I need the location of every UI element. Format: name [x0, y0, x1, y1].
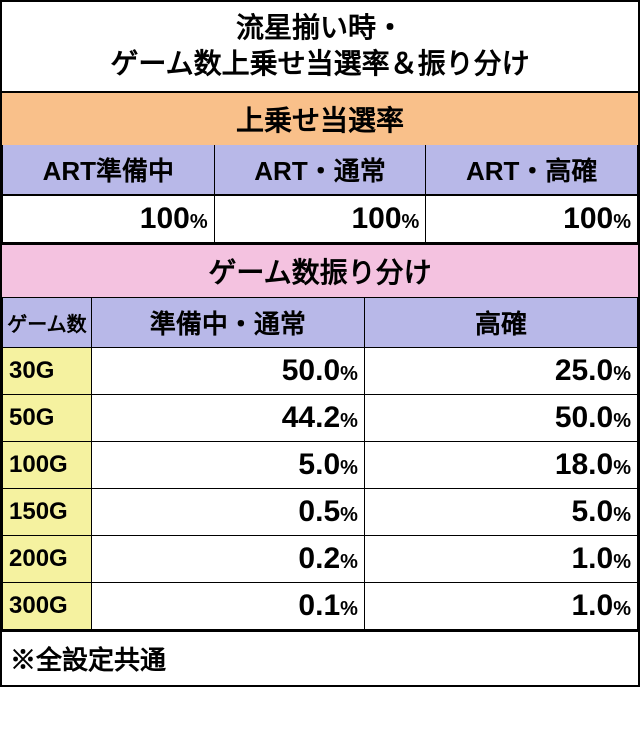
value-cell: 0.1%	[91, 582, 364, 629]
value-cell: 18.0%	[364, 441, 637, 488]
value-cell: 1.0%	[364, 582, 637, 629]
column-header: ART準備中	[3, 145, 215, 195]
value-cell: 25.0%	[364, 347, 637, 394]
tosen-rate-table: ART準備中 ART・通常 ART・高確 100% 100% 100%	[2, 145, 638, 243]
value-cell: 0.2%	[91, 535, 364, 582]
corner-header: ゲーム数	[3, 297, 92, 347]
column-header: 準備中・通常	[91, 297, 364, 347]
row-label: 150G	[3, 488, 92, 535]
distribution-table: ゲーム数 準備中・通常 高確 30G 50.0% 25.0% 50G 44.2%…	[2, 297, 638, 630]
table-row: ゲーム数 準備中・通常 高確	[3, 297, 638, 347]
main-title: 流星揃い時・ ゲーム数上乗せ当選率＆振り分け	[2, 2, 638, 91]
table-row: 30G 50.0% 25.0%	[3, 347, 638, 394]
table-row: 100G 5.0% 18.0%	[3, 441, 638, 488]
value-cell: 100%	[214, 195, 426, 243]
value-cell: 0.5%	[91, 488, 364, 535]
section1-header: 上乗せ当選率	[2, 91, 638, 145]
value-cell: 100%	[3, 195, 215, 243]
value-cell: 100%	[426, 195, 638, 243]
value-cell: 44.2%	[91, 394, 364, 441]
row-label: 200G	[3, 535, 92, 582]
table-row: 100% 100% 100%	[3, 195, 638, 243]
table-container: 流星揃い時・ ゲーム数上乗せ当選率＆振り分け 上乗せ当選率 ART準備中 ART…	[0, 0, 640, 687]
title-line-2: ゲーム数上乗せ当選率＆振り分け	[110, 48, 529, 79]
value-cell: 50.0%	[364, 394, 637, 441]
table-row: ART準備中 ART・通常 ART・高確	[3, 145, 638, 195]
footnote: ※全設定共通	[2, 630, 638, 685]
value-cell: 5.0%	[91, 441, 364, 488]
column-header: 高確	[364, 297, 637, 347]
table-row: 300G 0.1% 1.0%	[3, 582, 638, 629]
column-header: ART・通常	[214, 145, 426, 195]
row-label: 100G	[3, 441, 92, 488]
row-label: 50G	[3, 394, 92, 441]
title-line-1: 流星揃い時・	[236, 12, 404, 43]
value-cell: 5.0%	[364, 488, 637, 535]
value-cell: 1.0%	[364, 535, 637, 582]
section2-header: ゲーム数振り分け	[2, 243, 638, 297]
table-row: 50G 44.2% 50.0%	[3, 394, 638, 441]
value-cell: 50.0%	[91, 347, 364, 394]
column-header: ART・高確	[426, 145, 638, 195]
table-row: 150G 0.5% 5.0%	[3, 488, 638, 535]
table-row: 200G 0.2% 1.0%	[3, 535, 638, 582]
row-label: 300G	[3, 582, 92, 629]
row-label: 30G	[3, 347, 92, 394]
